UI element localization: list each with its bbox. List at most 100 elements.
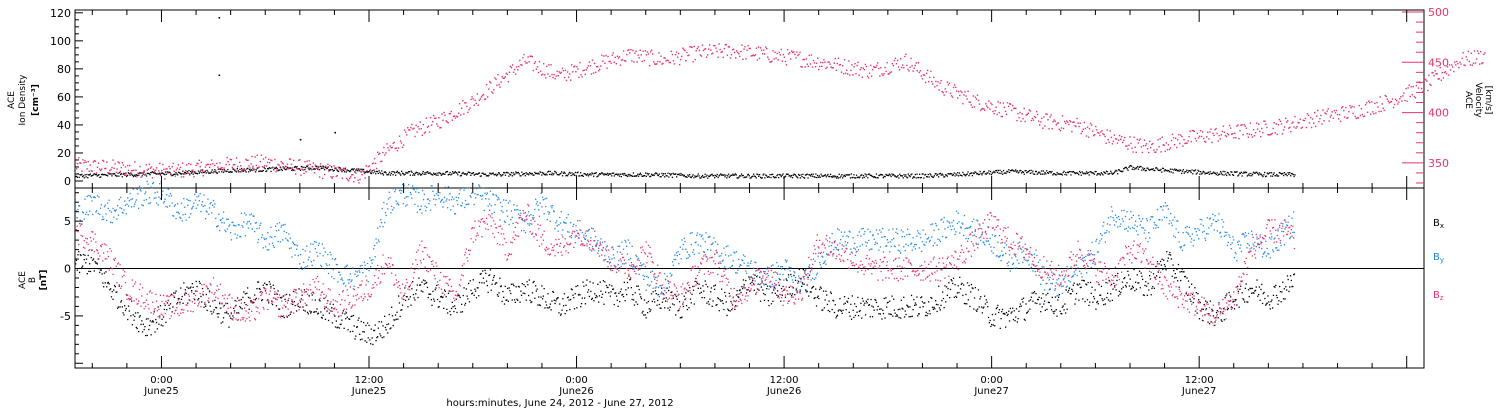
velocity-point: [313, 172, 316, 174]
bx-point: [636, 303, 639, 305]
velocity-point: [1391, 98, 1394, 100]
velocity-point: [1191, 129, 1193, 132]
bx-point: [1056, 315, 1058, 317]
by-point: [277, 240, 279, 243]
bx-point: [979, 298, 981, 300]
bx-point: [973, 297, 976, 299]
bx-point: [977, 289, 980, 291]
velocity-point: [1253, 135, 1256, 137]
density-tick-label: 60: [57, 91, 71, 104]
velocity-point: [592, 72, 595, 74]
bx-point: [568, 299, 570, 301]
density-point: [1098, 173, 1101, 175]
density-point: [1168, 171, 1171, 173]
density-point: [737, 177, 739, 179]
velocity-point: [811, 66, 814, 68]
bx-point: [312, 291, 314, 293]
density-point: [1228, 173, 1230, 176]
by-point: [240, 212, 243, 215]
bx-point: [1177, 263, 1180, 266]
bx-point: [664, 307, 666, 309]
density-point: [842, 175, 845, 177]
velocity-point: [788, 52, 791, 54]
velocity-point: [1433, 74, 1435, 77]
velocity-point: [1002, 102, 1005, 104]
bx-point: [1099, 294, 1101, 296]
density-point: [473, 174, 475, 176]
velocity-point: [832, 67, 834, 69]
density-point: [100, 176, 102, 178]
bx-point: [747, 289, 749, 291]
density-point: [777, 174, 779, 176]
by-point: [464, 206, 466, 209]
velocity-point: [1440, 79, 1442, 81]
velocity-point: [1373, 113, 1375, 115]
bx-point: [1100, 294, 1102, 296]
by-point: [79, 219, 81, 221]
density-point: [942, 174, 944, 176]
bx-point: [273, 287, 275, 290]
velocity-point: [1341, 107, 1343, 109]
velocity-point: [1443, 71, 1446, 74]
velocity-point: [692, 61, 694, 63]
density-point: [93, 173, 95, 175]
bx-point: [1001, 311, 1003, 313]
by-point: [180, 202, 183, 204]
velocity-point: [1200, 135, 1203, 138]
density-point: [842, 177, 844, 179]
bx-point: [237, 312, 239, 314]
velocity-point: [607, 55, 609, 58]
bx-point: [562, 298, 564, 300]
density-point: [146, 172, 149, 174]
density-point: [1049, 171, 1051, 173]
bx-point: [127, 305, 130, 307]
by-point: [152, 182, 154, 185]
density-point: [75, 175, 78, 177]
bx-point: [742, 287, 744, 290]
velocity-point: [886, 62, 888, 64]
bx-point: [1184, 275, 1187, 278]
bx-point: [834, 304, 836, 306]
bx-point: [923, 302, 925, 304]
by-point: [410, 193, 412, 195]
by-point: [389, 196, 391, 199]
bx-point: [594, 297, 597, 299]
density-point: [387, 174, 389, 176]
by-point: [456, 200, 458, 202]
velocity-point: [228, 163, 230, 166]
density-point: [1140, 166, 1142, 168]
bx-point: [188, 299, 190, 301]
bx-point: [531, 292, 534, 294]
by-point: [319, 252, 321, 255]
velocity-point: [201, 170, 203, 172]
velocity-point: [1230, 127, 1232, 129]
bx-point: [1131, 285, 1134, 287]
bx-point: [215, 307, 218, 309]
density-point: [561, 171, 563, 173]
bx-point: [1011, 311, 1013, 313]
velocity-point: [439, 127, 441, 129]
bx-point: [714, 288, 716, 290]
bx-point: [522, 292, 524, 294]
velocity-point: [893, 59, 896, 62]
density-point: [858, 177, 860, 179]
bx-point: [424, 280, 426, 282]
density-point: [191, 171, 193, 173]
bx-point: [398, 295, 400, 297]
velocity-point: [1284, 117, 1287, 119]
bx-point: [689, 298, 692, 300]
bx-point: [498, 292, 500, 294]
velocity-point: [1350, 107, 1352, 109]
bx-point: [615, 295, 618, 297]
density-point: [510, 171, 513, 174]
bx-point: [926, 315, 928, 317]
bx-point: [443, 289, 446, 291]
bx-point: [822, 290, 825, 292]
density-point: [1203, 171, 1205, 173]
density-point: [401, 170, 403, 172]
velocity-point: [1160, 151, 1162, 153]
density-point: [912, 176, 915, 178]
velocity-point: [1430, 84, 1432, 86]
density-point: [283, 167, 285, 170]
velocity-point: [1449, 69, 1452, 71]
